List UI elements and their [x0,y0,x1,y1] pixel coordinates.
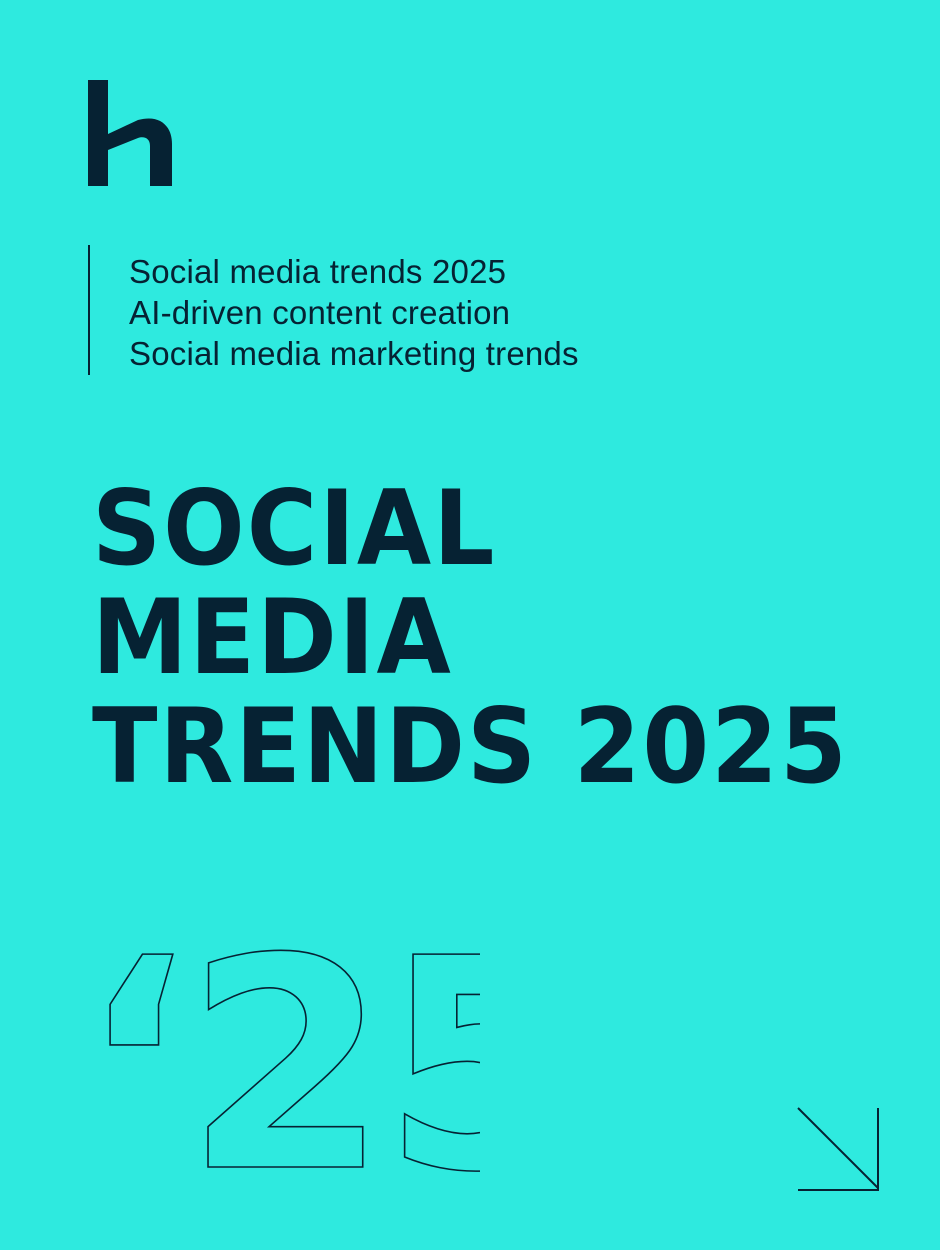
tag-list: Social media trends 2025 AI-driven conte… [88,245,579,375]
arrow-down-right-icon[interactable] [795,1105,885,1195]
headline-line-1: SOCIAL [92,467,497,589]
headline-line-2: MEDIA [92,576,453,698]
headline-line-3: TRENDS 2025 [92,685,849,807]
outline-year-text: ‘25 [80,935,480,1175]
tag-social-media-marketing: Social media marketing trends [129,335,579,372]
tag-ai-content-creation: AI-driven content creation [129,294,511,331]
k-logo-icon [88,80,172,186]
tag-social-media-trends: Social media trends 2025 [129,253,507,290]
outline-year-mark: ‘25 [80,935,480,1175]
headline: SOCIAL MEDIA TRENDS 2025 [92,467,849,805]
